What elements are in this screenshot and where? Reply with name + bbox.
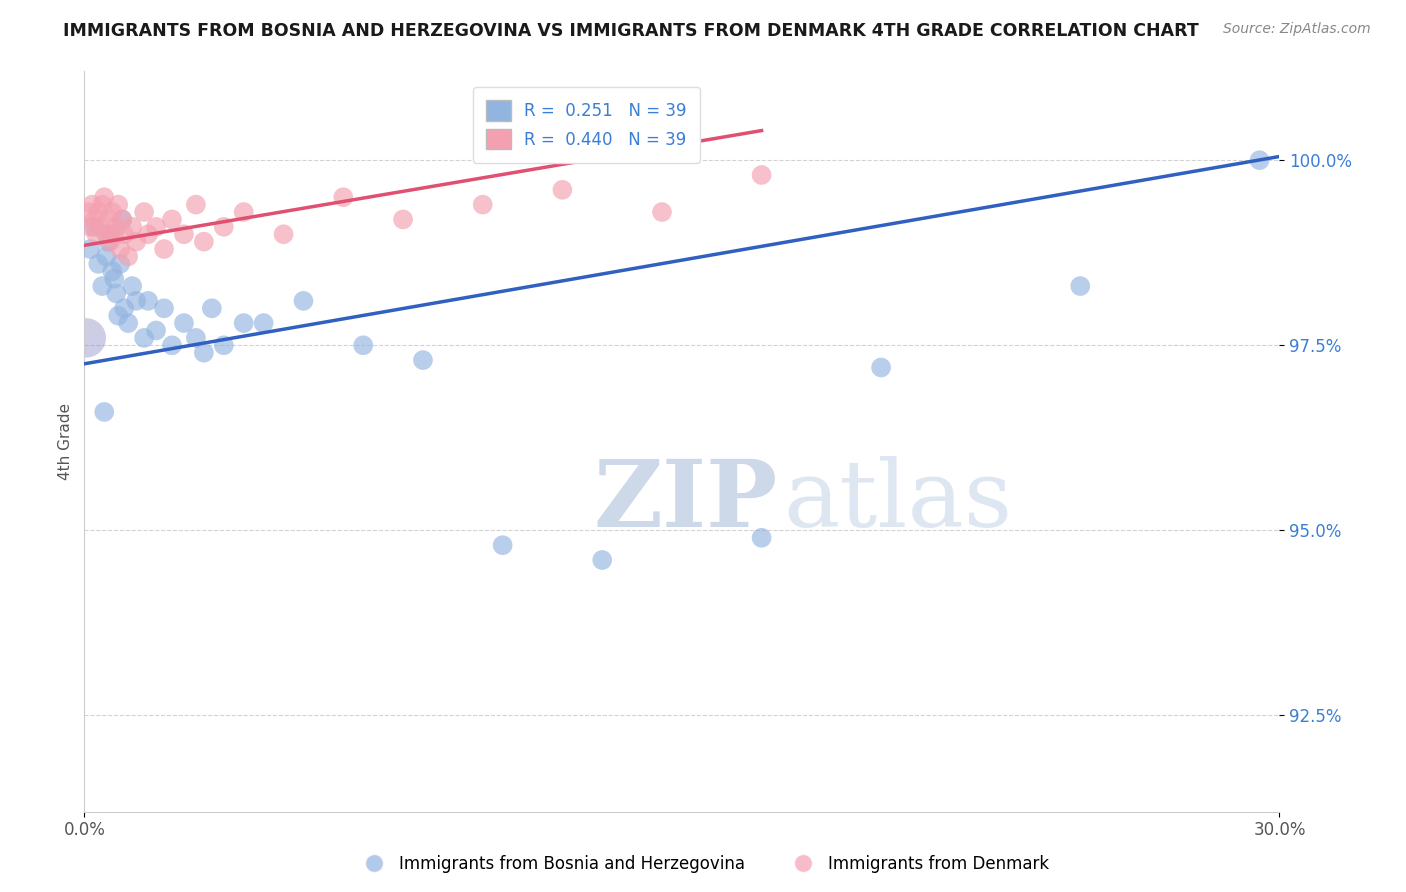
Point	[132, 205, 156, 219]
Point	[160, 212, 183, 227]
Point	[91, 279, 114, 293]
Point	[212, 219, 235, 234]
Point	[332, 190, 354, 204]
Point	[1249, 153, 1271, 168]
Point	[110, 242, 132, 256]
Point	[107, 309, 129, 323]
Point	[111, 212, 134, 227]
Point	[412, 353, 434, 368]
Point	[136, 293, 159, 308]
Point	[82, 197, 104, 211]
Point	[105, 286, 128, 301]
Legend: Immigrants from Bosnia and Herzegovina, Immigrants from Denmark: Immigrants from Bosnia and Herzegovina, …	[350, 848, 1056, 880]
Point	[273, 227, 295, 242]
Point	[153, 301, 176, 316]
Point	[112, 227, 135, 242]
Point	[87, 257, 110, 271]
Point	[83, 219, 105, 234]
Point	[83, 212, 105, 227]
Point	[651, 205, 673, 219]
Point	[232, 205, 254, 219]
Point	[212, 338, 235, 352]
Point	[870, 360, 893, 375]
Point	[232, 316, 254, 330]
Point	[492, 538, 515, 552]
Point	[193, 235, 215, 249]
Legend: R =  0.251   N = 39, R =  0.440   N = 39: R = 0.251 N = 39, R = 0.440 N = 39	[472, 87, 700, 162]
Point	[107, 197, 129, 211]
Point	[173, 316, 195, 330]
Point	[117, 250, 139, 264]
Point	[1069, 279, 1091, 293]
Point	[101, 264, 124, 278]
Point	[89, 219, 111, 234]
Point	[117, 316, 139, 330]
Point	[101, 205, 124, 219]
Point	[160, 338, 183, 352]
Point	[125, 235, 148, 249]
Text: Source: ZipAtlas.com: Source: ZipAtlas.com	[1223, 22, 1371, 37]
Point	[96, 227, 118, 242]
Point	[111, 212, 134, 227]
Point	[87, 205, 110, 219]
Y-axis label: 4th Grade: 4th Grade	[58, 403, 73, 480]
Point	[93, 190, 115, 204]
Point	[97, 212, 120, 227]
Point	[79, 219, 101, 234]
Point	[471, 197, 494, 211]
Point	[136, 227, 159, 242]
Point	[591, 553, 613, 567]
Point	[96, 250, 118, 264]
Text: ZIP: ZIP	[593, 456, 778, 546]
Point	[93, 405, 115, 419]
Point	[352, 338, 374, 352]
Point	[79, 242, 101, 256]
Point	[125, 293, 148, 308]
Point	[292, 293, 315, 308]
Point	[103, 227, 125, 242]
Point	[253, 316, 276, 330]
Point	[86, 227, 108, 242]
Point	[91, 197, 114, 211]
Point	[201, 301, 224, 316]
Text: atlas: atlas	[783, 456, 1012, 546]
Point	[392, 212, 415, 227]
Point	[132, 331, 156, 345]
Point	[112, 301, 135, 316]
Point	[103, 271, 125, 285]
Point	[145, 324, 167, 338]
Point	[77, 205, 100, 219]
Point	[173, 227, 195, 242]
Point	[184, 197, 207, 211]
Point	[184, 331, 207, 345]
Point	[751, 531, 773, 545]
Point	[145, 219, 167, 234]
Text: IMMIGRANTS FROM BOSNIA AND HERZEGOVINA VS IMMIGRANTS FROM DENMARK 4TH GRADE CORR: IMMIGRANTS FROM BOSNIA AND HERZEGOVINA V…	[63, 22, 1199, 40]
Point	[551, 183, 574, 197]
Point	[193, 345, 215, 359]
Point	[105, 219, 128, 234]
Point	[121, 219, 143, 234]
Point	[98, 227, 121, 242]
Point	[98, 235, 121, 249]
Point	[75, 331, 97, 345]
Point	[153, 242, 176, 256]
Point	[97, 235, 120, 249]
Point	[121, 279, 143, 293]
Point	[110, 257, 132, 271]
Point	[751, 168, 773, 182]
